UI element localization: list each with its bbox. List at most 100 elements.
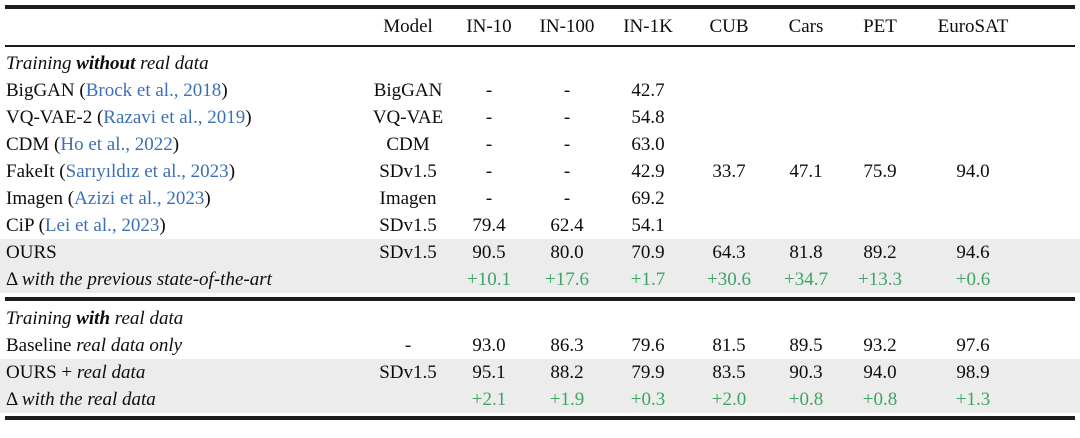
value-cell: -	[563, 106, 571, 128]
value-cell: 69.2	[631, 187, 665, 209]
value-cell: 81.5	[712, 334, 746, 356]
method-name: VQ-VAE-2	[6, 106, 93, 128]
section-header-row: Training with real data	[0, 305, 1080, 332]
section-title: Training with real data	[6, 308, 366, 330]
value-cell: 47.1	[789, 160, 823, 182]
column-header-in100: IN-100	[539, 16, 595, 37]
citation-link[interactable]: Sarıyıldız et al., 2023	[65, 160, 229, 182]
method-cell: Imagen (Azizi et al., 2023)	[6, 188, 366, 210]
model-cell: CDM	[386, 133, 430, 155]
section-title-pre: Training	[6, 52, 77, 74]
section-header-row: Training without real data	[0, 50, 1080, 77]
value-cell: 80.0	[550, 241, 584, 263]
citation-paren-open: (	[49, 133, 61, 155]
value-cell: 90.5	[472, 241, 506, 263]
delta-label: with the real data	[21, 388, 156, 410]
delta-label-cell: Δ with the real data	[6, 389, 366, 411]
value-cell: 97.6	[956, 334, 990, 356]
citation-link[interactable]: Razavi et al., 2019	[103, 106, 246, 128]
delta-value-cell: +0.6	[955, 268, 991, 290]
method-cell: BigGAN (Brock et al., 2018)	[6, 80, 366, 102]
value-cell: -	[563, 187, 571, 209]
value-cell: 95.1	[472, 361, 506, 383]
citation-paren-open: (	[92, 106, 104, 128]
citation-link[interactable]: Ho et al., 2022	[60, 133, 173, 155]
table-row: VQ-VAE-2 (Razavi et al., 2019) VQ-VAE - …	[0, 104, 1080, 131]
method-name: Imagen	[6, 187, 63, 209]
citation-link[interactable]: Lei et al., 2023	[44, 214, 160, 236]
value-cell: -	[563, 160, 571, 182]
method-name: FakeIt	[6, 160, 55, 182]
value-cell: 33.7	[712, 160, 746, 182]
method-name-italic: real data	[72, 361, 146, 383]
citation-paren-open: (	[62, 187, 75, 209]
method-name: CDM	[6, 133, 50, 155]
delta-value-cell: +0.8	[862, 388, 898, 410]
method-name: CiP	[6, 214, 34, 236]
ours-row: OURS SDv1.5 90.5 80.0 70.9 64.3 81.8 89.…	[0, 239, 1080, 266]
table-rule-bottom	[5, 416, 1075, 420]
delta-label-cell: Δ with the previous state-of-the-art	[6, 269, 366, 291]
section-title-post: real data	[135, 52, 209, 74]
table-row: CiP (Lei et al., 2023) SDv1.5 79.4 62.4 …	[0, 212, 1080, 239]
section-title-bold: with	[76, 307, 111, 329]
section-title-pre: Training	[6, 307, 77, 329]
value-cell: -	[485, 160, 493, 182]
model-cell: VQ-VAE	[372, 106, 444, 128]
delta-row: Δ with the previous state-of-the-art +10…	[0, 266, 1080, 293]
method-cell: Baseline real data only	[6, 335, 366, 357]
table-row: BigGAN (Brock et al., 2018) BigGAN - - 4…	[0, 77, 1080, 104]
column-header-cub: CUB	[709, 16, 749, 37]
citation-paren-close: )	[228, 160, 236, 182]
model-cell: SDv1.5	[379, 241, 437, 263]
value-cell: 54.1	[631, 214, 665, 236]
delta-value-cell: +1.3	[955, 388, 991, 410]
delta-value-cell: +0.8	[788, 388, 824, 410]
citation-link[interactable]: Azizi et al., 2023	[74, 187, 205, 209]
value-cell: 63.0	[631, 133, 665, 155]
value-cell: 88.2	[550, 361, 584, 383]
value-cell: 94.0	[863, 361, 897, 383]
delta-symbol: Δ	[6, 268, 22, 290]
value-cell: -	[485, 187, 493, 209]
table-rule-top	[5, 5, 1075, 9]
value-cell: -	[485, 106, 493, 128]
value-cell: 94.6	[956, 241, 990, 263]
value-cell: 93.2	[863, 334, 897, 356]
value-cell: 83.5	[712, 361, 746, 383]
value-cell: 70.9	[631, 241, 665, 263]
table-row: Imagen (Azizi et al., 2023) Imagen - - 6…	[0, 185, 1080, 212]
value-cell: 75.9	[863, 160, 897, 182]
model-cell: SDv1.5	[379, 214, 437, 236]
citation-paren-open: (	[54, 160, 66, 182]
citation-paren-close: )	[172, 133, 180, 155]
delta-value-cell: +0.3	[630, 388, 666, 410]
method-cell: CiP (Lei et al., 2023)	[6, 215, 366, 237]
table-row: Baseline real data only - 93.0 86.3 79.6…	[0, 332, 1080, 359]
citation-paren-close: )	[245, 106, 252, 128]
delta-value-cell: +13.3	[858, 268, 902, 290]
delta-label: with the previous state-of-the-art	[21, 268, 272, 290]
method-cell: CDM (Ho et al., 2022)	[6, 134, 366, 156]
value-cell: -	[563, 133, 571, 155]
value-cell: 86.3	[550, 334, 584, 356]
value-cell: 79.6	[631, 334, 665, 356]
section-title-post: real data	[110, 307, 184, 329]
value-cell: 89.2	[863, 241, 897, 263]
column-header-in10: IN-10	[466, 16, 512, 37]
method-name-italic: real data only	[71, 334, 183, 356]
method-cell: OURS + real data	[6, 362, 366, 384]
header-row: Model IN-10 IN-100 IN-1K CUB Cars PET Eu…	[0, 9, 1080, 45]
table-row: FakeIt (Sarıyıldız et al., 2023) SDv1.5 …	[0, 158, 1080, 185]
method-cell: OURS	[6, 242, 366, 264]
model-cell: Imagen	[379, 187, 437, 209]
ours-row: OURS + real data SDv1.5 95.1 88.2 79.9 8…	[0, 359, 1080, 386]
delta-value-cell: +10.1	[467, 268, 511, 290]
delta-value-cell: +2.0	[711, 388, 747, 410]
value-cell: 54.8	[631, 106, 665, 128]
column-header-in1k: IN-1K	[623, 16, 673, 37]
value-cell: 90.3	[789, 361, 823, 383]
citation-link[interactable]: Brock et al., 2018	[85, 79, 222, 101]
value-cell: 81.8	[789, 241, 823, 263]
column-header-cars: Cars	[788, 16, 824, 37]
